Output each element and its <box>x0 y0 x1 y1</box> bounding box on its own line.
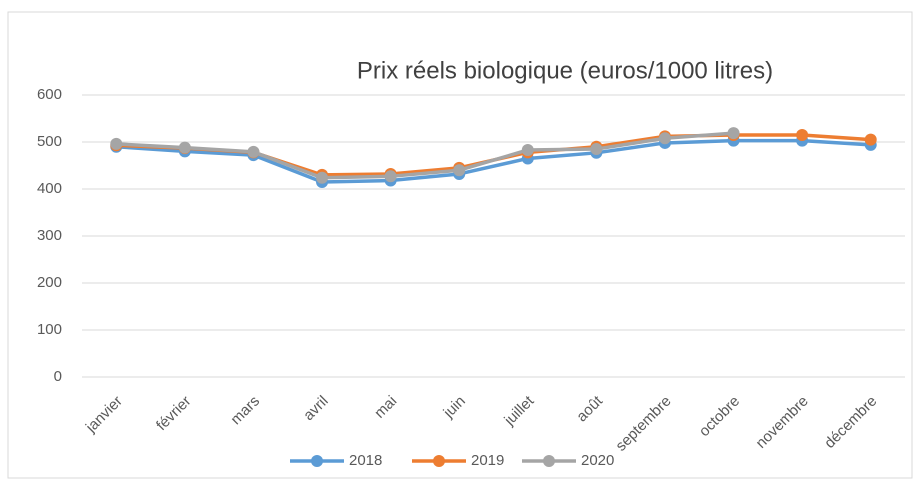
data-point <box>796 128 809 141</box>
x-tick-label: juin <box>440 393 469 422</box>
y-tick-label: 0 <box>54 368 62 385</box>
y-tick-label: 400 <box>37 180 62 197</box>
legend-label: 2020 <box>581 452 614 469</box>
series-line <box>116 138 871 184</box>
x-tick-label: avril <box>300 393 331 424</box>
x-tick-label: novembre <box>753 393 812 452</box>
y-tick-label: 500 <box>37 133 62 150</box>
x-tick-label: décembre <box>821 393 880 452</box>
x-tick-label: août <box>573 392 606 425</box>
data-point <box>658 132 671 145</box>
y-tick-label: 600 <box>37 86 62 103</box>
y-tick-label: 300 <box>37 227 62 244</box>
x-tick-label: mai <box>371 393 400 422</box>
legend-label: 2018 <box>349 452 382 469</box>
data-point <box>384 170 397 183</box>
data-point <box>521 143 534 156</box>
data-point <box>727 127 740 140</box>
chart-title: Prix réels biologique (euros/1000 litres… <box>357 57 773 84</box>
data-point <box>247 145 260 158</box>
data-point <box>453 164 466 177</box>
x-tick-label: juillet <box>501 392 538 429</box>
x-tick-label: janvier <box>82 393 126 437</box>
y-tick-label: 100 <box>37 321 62 338</box>
x-tick-label: septembre <box>612 393 674 455</box>
legend-marker <box>433 455 445 467</box>
data-point <box>864 133 877 146</box>
legend-marker <box>311 455 323 467</box>
legend-label: 2019 <box>471 452 504 469</box>
x-tick-label: mars <box>227 393 263 429</box>
x-tick-label: octobre <box>696 393 743 440</box>
data-point <box>178 141 191 154</box>
data-point <box>590 143 603 156</box>
x-tick-label: février <box>153 393 194 434</box>
legend-marker <box>543 455 555 467</box>
y-tick-label: 200 <box>37 274 62 291</box>
chart-frame <box>7 11 913 479</box>
data-point <box>316 171 329 184</box>
data-point <box>110 137 123 150</box>
series-line <box>116 131 734 180</box>
